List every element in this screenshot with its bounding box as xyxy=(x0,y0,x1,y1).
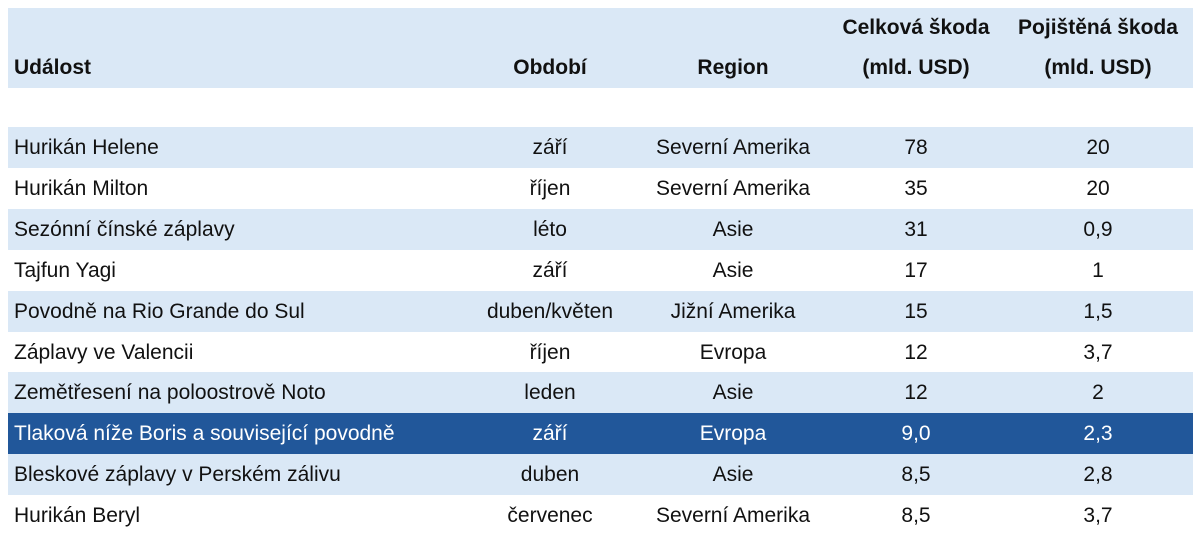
header-cell: Pojištěná škoda xyxy=(1018,16,1178,39)
table-cell: Asie xyxy=(712,258,754,282)
header-cell: Region xyxy=(697,56,769,79)
table-cell: 12 xyxy=(904,381,928,405)
table-cell: červenec xyxy=(507,504,593,528)
table-cell: Povodně na Rio Grande do Sul xyxy=(14,299,305,323)
row-band xyxy=(8,331,1193,373)
table-cell: Hurikán Beryl xyxy=(14,504,141,528)
table-cell: Bleskové záplavy v Perském zálivu xyxy=(14,463,341,487)
table-cell: 1,5 xyxy=(1083,299,1113,323)
table-cell: 12 xyxy=(904,340,928,364)
table-cell: 2,8 xyxy=(1083,463,1113,487)
row-band xyxy=(8,167,1193,209)
header-cell: (mld. USD) xyxy=(1044,56,1152,79)
header-cell: Období xyxy=(513,56,587,79)
table-cell: 3,7 xyxy=(1083,504,1113,528)
table-cell: 20 xyxy=(1086,136,1110,159)
table-cell: Severní Amerika xyxy=(655,176,811,200)
table-cell: 2,3 xyxy=(1083,422,1113,446)
table-cell: duben xyxy=(520,463,580,487)
row-band xyxy=(8,127,1193,168)
table-cell: Záplavy ve Valencii xyxy=(14,340,194,364)
table-cell: Hurikán Helene xyxy=(14,136,159,159)
table-cell: 8,5 xyxy=(901,504,931,528)
table-cell: 9,0 xyxy=(901,422,931,446)
table-cell: Sezónní čínské záplavy xyxy=(14,217,235,241)
header-cell: Celková škoda xyxy=(842,16,990,39)
table-cell: Severní Amerika xyxy=(655,504,811,528)
table-cell: léto xyxy=(533,217,567,241)
table-cell: Evropa xyxy=(699,340,767,364)
table-cell: 15 xyxy=(904,299,928,323)
table-cell: Severní Amerika xyxy=(655,136,811,159)
table-cell: 17 xyxy=(904,258,928,282)
table-cell: duben/květen xyxy=(486,299,614,323)
table-cell: Asie xyxy=(712,381,754,405)
row-band xyxy=(8,495,1193,537)
table-cell: Jižní Amerika xyxy=(670,299,796,323)
table-cell: září xyxy=(532,422,568,446)
table-cell: září xyxy=(532,136,568,159)
header-band xyxy=(8,8,1193,88)
table-cell: 1 xyxy=(1092,258,1104,282)
row-band xyxy=(8,372,1193,414)
table-cell: Asie xyxy=(712,217,754,241)
header-cell: (mld. USD) xyxy=(862,56,970,79)
table-cell: Tajfun Yagi xyxy=(14,258,116,282)
table-cell: Tlaková níže Boris a související povodně xyxy=(14,422,395,446)
table-cell: 8,5 xyxy=(901,463,931,487)
table-cell: 2 xyxy=(1092,381,1104,405)
table-cell: 78 xyxy=(904,136,928,159)
table-cell: 35 xyxy=(904,176,928,200)
table-cell: 3,7 xyxy=(1083,340,1113,364)
table-cell: září xyxy=(532,258,568,282)
row-band xyxy=(8,290,1193,332)
table-cell: říjen xyxy=(529,176,571,200)
table-cell: 20 xyxy=(1086,176,1110,200)
table-cell: leden xyxy=(524,381,576,405)
row-band xyxy=(8,208,1193,250)
table-cell: 31 xyxy=(904,217,928,241)
row-band xyxy=(8,454,1193,496)
row-band xyxy=(8,249,1193,291)
table-cell: Hurikán Milton xyxy=(14,176,149,200)
table-cell: 0,9 xyxy=(1083,217,1113,241)
table-cell: Evropa xyxy=(699,422,767,446)
table-cell: Asie xyxy=(712,463,754,487)
table-cell: říjen xyxy=(529,340,571,364)
table-cell: Zemětřesení na poloostrově Noto xyxy=(14,381,326,405)
row-band xyxy=(8,413,1193,455)
header-cell: Událost xyxy=(14,56,92,79)
